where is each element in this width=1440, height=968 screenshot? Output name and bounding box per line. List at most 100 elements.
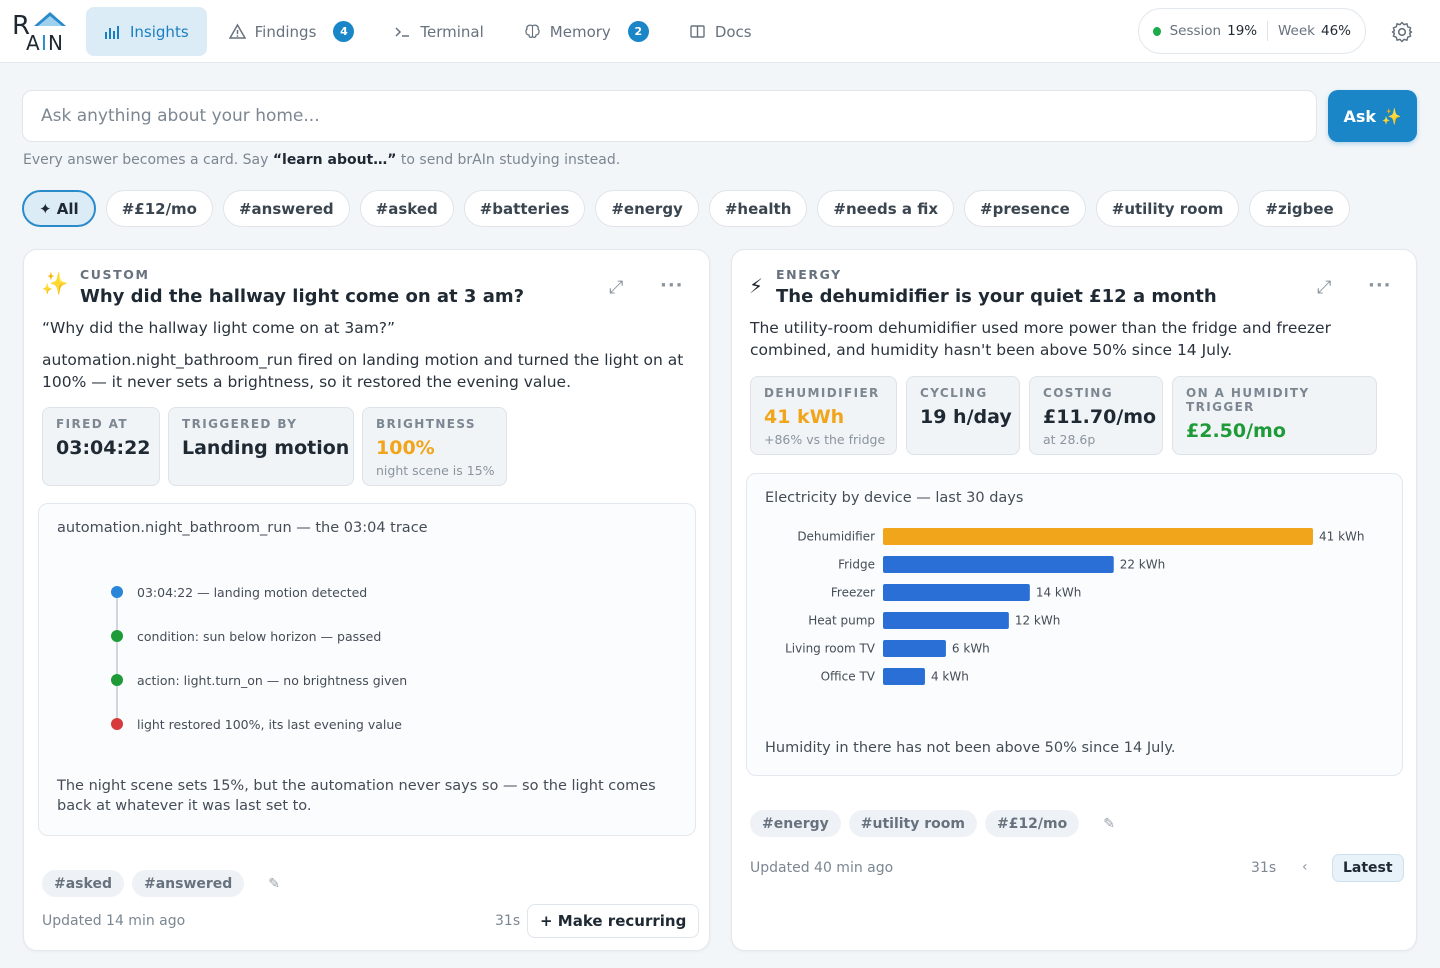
- card-tag-chip[interactable]: #energy: [750, 810, 841, 837]
- more-options-icon[interactable]: ···: [660, 275, 684, 296]
- make-recurring-button[interactable]: + Make recurring: [527, 904, 700, 938]
- terminal-icon: [395, 27, 410, 37]
- svg-text:R: R: [12, 11, 30, 41]
- card-question: “Why did the hallway light come on at 3a…: [42, 319, 396, 337]
- nav-memory[interactable]: Memory 2: [506, 7, 667, 56]
- bar-fridge[interactable]: [883, 556, 1114, 573]
- tag-filter[interactable]: #£12/mo: [105, 190, 213, 227]
- card-title: The dehumidifier is your quiet £12 a mon…: [776, 286, 1217, 307]
- nav-insights-label: Insights: [130, 22, 189, 41]
- stat-label: BRIGHTNESS: [376, 417, 476, 431]
- stat-brightness: BRIGHTNESS 100% night scene is 15%: [362, 407, 507, 486]
- hint-prefix: Every answer becomes a card. Say: [23, 152, 273, 168]
- card-tags: #asked #answered ✎: [42, 870, 280, 897]
- stat-fired-at: FIRED AT 03:04:22: [42, 407, 160, 486]
- tag-filter[interactable]: #energy: [595, 190, 699, 227]
- stat-sub: +86% vs the fridge: [764, 432, 886, 447]
- card-updated: Updated 40 min ago: [750, 860, 894, 876]
- bar-value-label: 4 kWh: [931, 670, 969, 684]
- hint-suffix: to send brAIn studying instead.: [396, 152, 621, 168]
- card-tag-chip[interactable]: #£12/mo: [984, 810, 1080, 837]
- chart-panel: Electricity by device — last 30 days Deh…: [746, 473, 1403, 776]
- memory-count-badge: 2: [627, 21, 649, 42]
- bar-value-label: 12 kWh: [1015, 614, 1061, 628]
- nav-findings-label: Findings: [254, 22, 317, 41]
- tag-filter[interactable]: #health: [708, 190, 808, 227]
- lightning-icon: ⚡: [749, 274, 764, 298]
- bar-dehumidifier[interactable]: [883, 528, 1313, 545]
- tag-filter[interactable]: #utility room: [1095, 190, 1240, 227]
- findings-count-badge: 4: [333, 21, 355, 42]
- bar-living-room-tv[interactable]: [883, 640, 946, 657]
- nav-insights[interactable]: Insights: [86, 7, 207, 56]
- nav-docs-label: Docs: [714, 22, 752, 41]
- week-value: 46%: [1320, 23, 1351, 39]
- bar-freezer[interactable]: [883, 584, 1030, 601]
- stat-value: £11.70/mo: [1043, 406, 1157, 428]
- card-title: Why did the hallway light come on at 3 a…: [80, 286, 525, 307]
- stat-cycling: CYCLING 19 h/day: [906, 376, 1020, 455]
- stat-label: TRIGGERED BY: [182, 417, 298, 431]
- ask-button[interactable]: Ask ✨: [1328, 90, 1417, 142]
- nav-docs[interactable]: Docs: [671, 7, 770, 56]
- svg-text:A: A: [26, 31, 40, 54]
- edit-tags-pencil-icon[interactable]: ✎: [1103, 815, 1115, 832]
- edit-tags-pencil-icon[interactable]: ✎: [268, 875, 281, 892]
- card-answer: automation.night_bathroom_run fired on l…: [42, 351, 684, 391]
- latest-version-button[interactable]: Latest: [1332, 854, 1404, 882]
- tag-filter[interactable]: #zigbee: [1249, 190, 1350, 227]
- nav-terminal-label: Terminal: [420, 22, 484, 41]
- card-kicker: CUSTOM: [80, 267, 150, 282]
- insight-card-dehumidifier: ⚡ ENERGY The dehumidifier is your quiet …: [731, 249, 1417, 951]
- brain-icon: [525, 24, 540, 39]
- stat-value: Landing motion: [182, 437, 350, 459]
- trace-note: The night scene sets 15%, but the automa…: [57, 778, 656, 814]
- usage-meter[interactable]: Session 19% Week 46%: [1138, 8, 1366, 54]
- brain-logo[interactable]: R A I N: [12, 10, 72, 54]
- stat-sub: at 28.6p: [1043, 432, 1096, 447]
- card-kicker: ENERGY: [776, 267, 842, 282]
- trace-timeline: [116, 592, 118, 724]
- tag-filter[interactable]: #answered: [222, 190, 350, 227]
- bar-value-label: 6 kWh: [952, 642, 990, 656]
- trace-step-dot: [111, 674, 123, 686]
- session-label: Session: [1169, 23, 1222, 39]
- tag-filter-all[interactable]: ✦ All: [22, 190, 96, 227]
- tag-filter[interactable]: #batteries: [463, 190, 586, 227]
- tag-filter[interactable]: #needs a fix: [817, 190, 955, 227]
- nav-findings[interactable]: Findings 4: [211, 7, 373, 56]
- bar-chart-icon: [105, 26, 119, 39]
- card-tag-chip[interactable]: #asked: [42, 870, 124, 897]
- stat-dehumidifier: DEHUMIDIFIER 41 kWh +86% vs the fridge: [750, 376, 897, 455]
- trace-panel: automation.night_bathroom_run — the 03:0…: [38, 503, 696, 836]
- chart-title: Electricity by device — last 30 days: [765, 490, 1024, 506]
- bar-office-tv[interactable]: [883, 668, 925, 685]
- ask-input[interactable]: [22, 90, 1317, 142]
- bar-heat-pump[interactable]: [883, 612, 1009, 629]
- card-updated: Updated 14 min ago: [42, 913, 186, 929]
- more-options-icon[interactable]: ···: [1368, 275, 1392, 296]
- tag-filter[interactable]: #presence: [964, 190, 1086, 227]
- trace-step-dot: [111, 586, 123, 598]
- card-tag-chip[interactable]: #answered: [131, 870, 245, 897]
- nav-terminal[interactable]: Terminal: [376, 7, 501, 56]
- bar-category-label: Heat pump: [808, 614, 875, 628]
- expand-icon[interactable]: ⤢: [1317, 277, 1332, 298]
- card-summary: The utility-room dehumidifier used more …: [750, 319, 1331, 359]
- card-tag-chip[interactable]: #utility room: [848, 810, 977, 837]
- stat-sub: night scene is 15%: [376, 463, 495, 478]
- search-hint: Every answer becomes a card. Say “learn …: [23, 152, 620, 168]
- electricity-by-device-chart: Dehumidifier 41 kWh Fridge 22 kWh Freezer 14 …: [785, 528, 1365, 685]
- top-bar: R A I N Insights Findings 4 Terminal Mem…: [0, 0, 1440, 63]
- stat-label: FIRED AT: [56, 417, 128, 431]
- card-timer: 31s: [495, 913, 521, 929]
- gear-icon[interactable]: [1389, 19, 1415, 45]
- session-value: 19%: [1227, 23, 1258, 39]
- card-tags: #energy #utility room #£12/mo ✎: [750, 810, 1115, 837]
- tag-filter[interactable]: #asked: [359, 190, 454, 227]
- previous-version-button[interactable]: ‹: [1302, 859, 1308, 875]
- week-label: Week: [1277, 23, 1315, 39]
- bar-category-label: Office TV: [821, 670, 876, 684]
- expand-icon[interactable]: ⤢: [609, 277, 624, 298]
- bar-category-label: Freezer: [831, 586, 875, 600]
